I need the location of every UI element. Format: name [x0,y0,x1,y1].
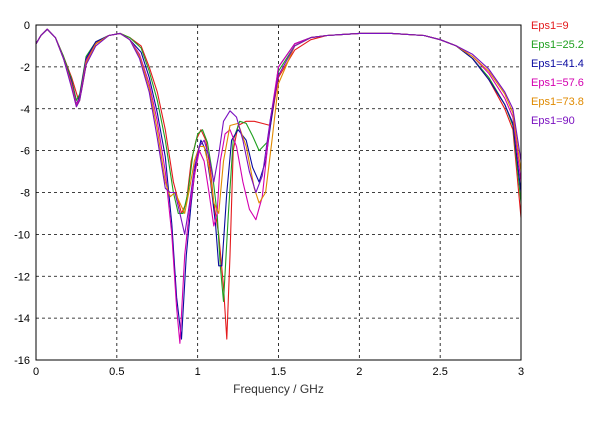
y-tick-label: -14 [14,313,30,325]
y-tick-label: -8 [20,188,30,200]
y-tick-label: -10 [14,229,30,241]
x-tick-label: 0 [33,366,39,378]
legend-entry-3: Eps1=41.4 [531,58,584,70]
y-tick-label: -16 [14,355,30,367]
legend-entry-1: Eps1=9 [531,20,569,32]
x-tick-label: 1.5 [271,366,286,378]
y-tick-label: 0 [24,20,30,32]
y-tick-labels: 0 -2 -4 -6 -8 -10 -12 -14 -16 [14,20,30,367]
y-tick-label: -4 [20,104,30,116]
legend-entry-2: Eps1=25.2 [531,39,584,51]
series-line-6 [35,28,522,235]
legend-entry-4: Eps1=57.6 [531,77,584,89]
legend: Eps1=9 Eps1=25.2 Eps1=41.4 Eps1=57.6 Eps1=73… [531,20,584,127]
x-tick-label: 2.5 [433,366,448,378]
x-tick-label: 2 [356,366,362,378]
x-tick-label: 0.5 [109,366,124,378]
legend-entry-5: Eps1=73.8 [531,96,584,108]
series-lines [35,28,522,344]
legend-entry-6: Eps1=90 [531,115,575,127]
x-tick-labels: 0 0.5 1 1.5 2 2.5 3 [33,366,524,378]
y-tick-label: -2 [20,62,30,74]
plot-frame [35,24,522,361]
y-tick-label: -12 [14,271,30,283]
y-tick-label: -6 [20,146,30,158]
x-tick-label: 3 [518,366,524,378]
x-axis-label: Frequency / GHz [233,382,324,396]
x-tick-label: 1 [195,366,201,378]
